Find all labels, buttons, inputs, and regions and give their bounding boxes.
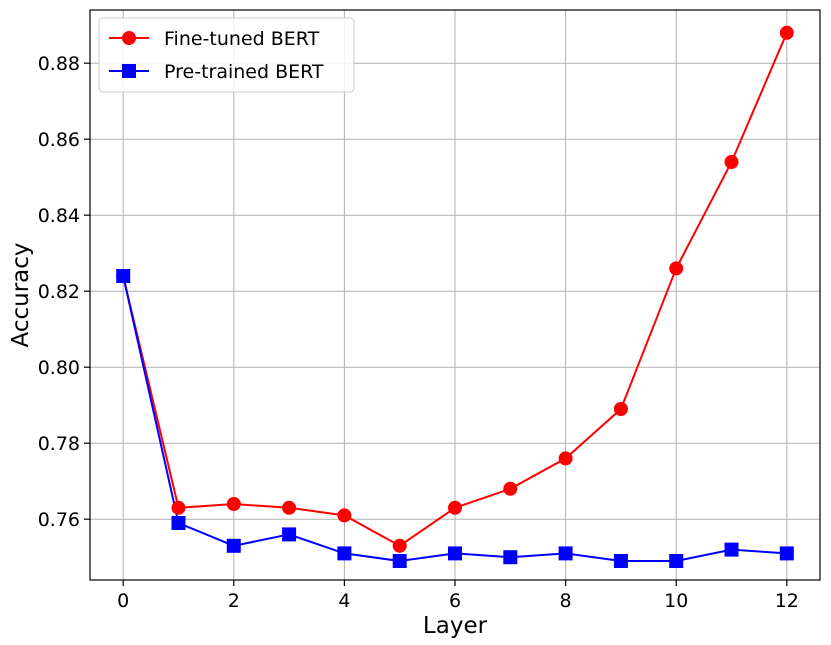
- x-tick-label: 10: [664, 590, 688, 612]
- fine-tuned-bert-point: [171, 500, 186, 515]
- fine-tuned-bert-point: [392, 538, 407, 553]
- fine-tuned-bert-point: [613, 402, 628, 416]
- pre-trained-bert-point: [724, 542, 739, 557]
- pre-trained-bert-point: [337, 546, 352, 561]
- legend-pre-trained-bert-label: Pre-trained BERT: [164, 61, 324, 83]
- x-axis-label: Layer: [423, 613, 488, 639]
- y-tick-label: 0.76: [38, 509, 80, 531]
- fine-tuned-bert-point: [337, 508, 352, 523]
- fine-tuned-bert-point: [558, 451, 573, 466]
- pre-trained-bert-point: [116, 269, 131, 283]
- legend-fine-tuned-bert-marker: [122, 31, 136, 45]
- fine-tuned-bert-point: [503, 481, 518, 496]
- x-tick-label: 12: [775, 590, 799, 612]
- fine-tuned-bert-point: [669, 261, 684, 276]
- fine-tuned-bert-point: [282, 500, 297, 515]
- pre-trained-bert-point: [282, 527, 297, 542]
- pre-trained-bert-point: [448, 546, 462, 561]
- y-tick-label: 0.84: [38, 205, 80, 227]
- fine-tuned-bert-point: [779, 25, 794, 40]
- pre-trained-bert-point: [503, 550, 518, 565]
- y-tick-label: 0.80: [38, 357, 80, 379]
- x-tick-label: 8: [560, 590, 572, 612]
- x-tick-label: 4: [338, 590, 350, 612]
- pre-trained-bert-point: [392, 554, 407, 568]
- pre-trained-bert-point: [669, 554, 684, 568]
- y-tick-label: 0.82: [38, 281, 80, 303]
- y-tick-label: 0.88: [38, 53, 80, 75]
- grid-lines: [90, 10, 820, 580]
- legend-box: [98, 17, 355, 93]
- pre-trained-bert-point: [558, 546, 573, 561]
- fine-tuned-bert-point: [724, 155, 739, 169]
- x-tick-label: 6: [449, 590, 461, 612]
- pre-trained-bert-point: [613, 554, 628, 568]
- x-tick-label: 2: [228, 590, 240, 612]
- legend: Fine-tuned BERT Pre-trained BERT: [98, 17, 355, 93]
- pre-trained-bert-point: [226, 538, 241, 553]
- x-tick-label: 0: [117, 590, 129, 612]
- legend-fine-tuned-bert-label: Fine-tuned BERT: [164, 28, 320, 50]
- fine-tuned-bert-point: [448, 500, 462, 515]
- pre-trained-bert-point: [779, 546, 794, 561]
- y-axis-ticks: 0.76 0.78 0.80 0.82 0.84 0.86 0.88: [38, 53, 90, 531]
- series-markers: [116, 25, 794, 568]
- pre-trained-bert-point: [171, 516, 186, 530]
- y-tick-label: 0.78: [38, 433, 80, 455]
- y-axis-label: Accuracy: [8, 242, 34, 347]
- x-axis-ticks: 0 2 4 6 8 10 12: [117, 580, 799, 612]
- legend-pre-trained-bert-marker: [122, 64, 136, 78]
- y-tick-label: 0.86: [38, 129, 80, 151]
- fine-tuned-bert-point: [226, 497, 241, 511]
